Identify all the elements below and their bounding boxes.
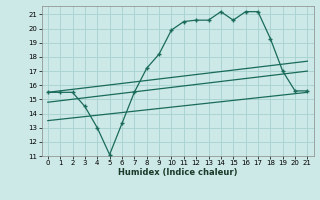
X-axis label: Humidex (Indice chaleur): Humidex (Indice chaleur) xyxy=(118,168,237,177)
